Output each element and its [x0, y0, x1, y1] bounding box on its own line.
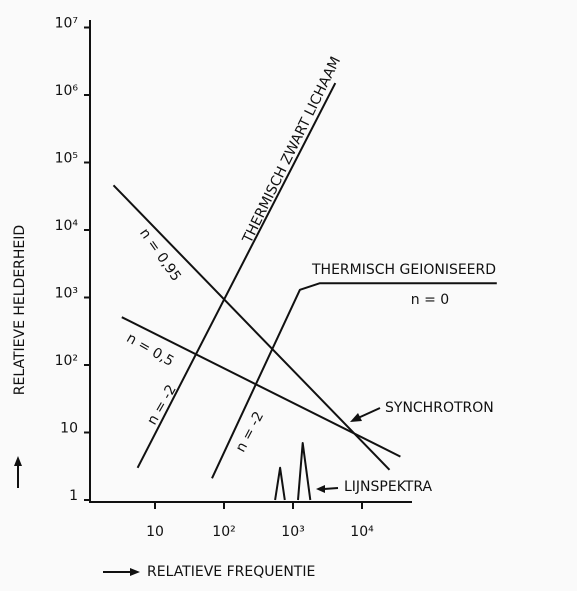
- pointer-arrows: [316, 407, 381, 493]
- x-tick-label: 10⁴: [350, 524, 374, 540]
- x-tick-label: 10: [146, 524, 164, 540]
- y-tick-label: 1: [69, 488, 78, 504]
- y-tick-label: 10²: [55, 353, 78, 369]
- lijnspektra-arrow-head: [316, 485, 325, 493]
- annotation: n = 0,5: [124, 330, 177, 370]
- y-tick-label: 10: [60, 421, 78, 437]
- x-axis-title: RELATIEVE FREQUENTIE: [147, 564, 315, 580]
- y-axis-title-group: RELATIEVE HELDERHEID: [12, 225, 28, 488]
- annotation: THERMISCH GEIONISEERD: [311, 262, 496, 278]
- annotation: n = -2: [233, 409, 268, 455]
- y-tick-label: 10⁴: [55, 218, 79, 234]
- x-tick-label: 10³: [281, 524, 304, 540]
- lijnspektra-arrow: [323, 487, 339, 490]
- annotation: n = 0: [411, 292, 449, 308]
- series-line: [274, 442, 312, 501]
- x-axis-title-group: RELATIEVE FREQUENTIE: [103, 564, 315, 580]
- annotation: THERMISCH ZWART LICHAAM: [239, 54, 344, 246]
- x-tick-label: 10²: [212, 524, 235, 540]
- y-arrow-head: [14, 456, 22, 466]
- y-tick-label: 10⁷: [55, 16, 78, 32]
- annotation: LIJNSPEKTRA: [344, 479, 433, 495]
- x-arrow-head: [130, 568, 140, 576]
- series-line: [121, 316, 401, 458]
- y-tick-label: 10⁶: [55, 83, 79, 99]
- annotation: n = -2: [144, 382, 180, 428]
- y-tick-label: 10⁵: [55, 151, 78, 167]
- y-tick-label: 10³: [55, 286, 78, 302]
- synchrotron-arrow: [357, 407, 381, 419]
- annotation: SYNCHROTRON: [385, 400, 494, 416]
- series-line: [211, 282, 497, 479]
- series-line: [112, 184, 391, 471]
- y-axis-title: RELATIEVE HELDERHEID: [12, 225, 28, 395]
- synchrotron-arrow-head: [350, 413, 362, 422]
- series-line: [136, 82, 337, 469]
